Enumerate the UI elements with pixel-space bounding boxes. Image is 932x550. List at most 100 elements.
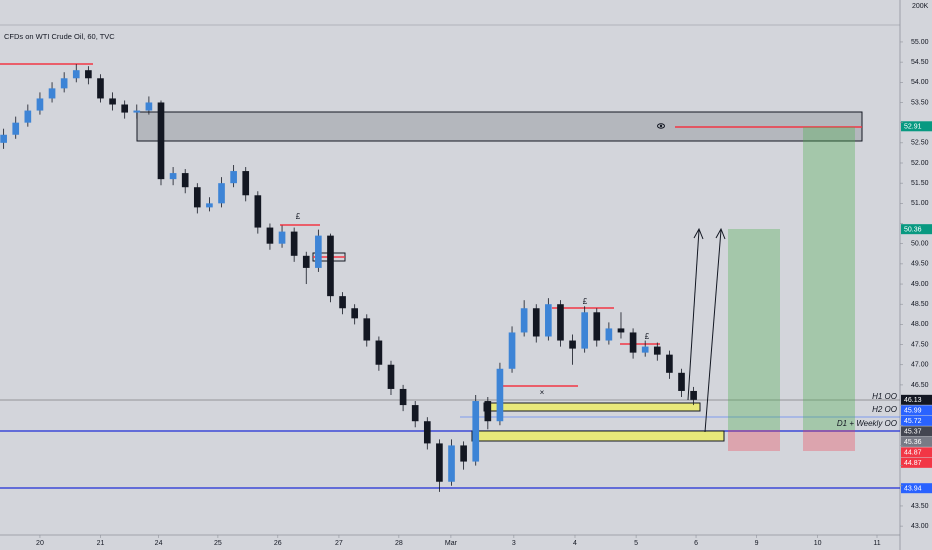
candle-body bbox=[690, 390, 697, 400]
candle-body bbox=[387, 364, 395, 389]
y-tick-label: 47.50 bbox=[911, 341, 929, 348]
candle-body bbox=[545, 304, 552, 337]
candle-body bbox=[605, 328, 613, 341]
price-label: 50.36 bbox=[904, 227, 922, 234]
y-tick-label: 52.00 bbox=[911, 160, 929, 167]
y-tick-label: 49.00 bbox=[911, 281, 929, 288]
candle-body bbox=[24, 110, 32, 123]
level-label: H2 OO bbox=[872, 405, 897, 414]
candle-body bbox=[399, 388, 407, 406]
stop-zone bbox=[803, 430, 855, 451]
yellow-zone bbox=[471, 430, 725, 442]
price-label-bg bbox=[901, 436, 932, 447]
candle-body bbox=[423, 421, 431, 444]
x-tick-label: 25 bbox=[214, 540, 222, 547]
candle-body bbox=[448, 445, 455, 482]
note: × bbox=[540, 388, 545, 397]
candle-body bbox=[193, 187, 201, 208]
yellow-zone bbox=[483, 402, 701, 412]
candle-body bbox=[436, 443, 443, 482]
candle-body bbox=[121, 104, 129, 113]
y-tick-label: 55.00 bbox=[911, 39, 929, 46]
candle-body bbox=[484, 401, 492, 422]
candle-body bbox=[133, 110, 141, 113]
x-tick-label: 9 bbox=[755, 540, 759, 547]
candle-body bbox=[254, 195, 262, 228]
candle-body bbox=[302, 255, 310, 268]
price-label: 45.36 bbox=[904, 439, 922, 446]
y-tick-label: 46.50 bbox=[911, 382, 929, 389]
candle-body bbox=[266, 227, 274, 244]
note: £ bbox=[296, 212, 301, 221]
y-tick-label: 53.50 bbox=[911, 99, 929, 106]
price-label-bg bbox=[901, 457, 932, 468]
candle-body bbox=[48, 88, 56, 99]
note: £ bbox=[583, 297, 588, 306]
x-tick-label: 24 bbox=[155, 540, 163, 547]
candle-body bbox=[157, 102, 165, 180]
x-tick-label: 26 bbox=[274, 540, 282, 547]
y-tick-label: 48.50 bbox=[911, 301, 929, 308]
target-zone bbox=[803, 127, 855, 430]
x-tick-label: 28 bbox=[395, 540, 403, 547]
candle-body bbox=[12, 122, 20, 135]
candle-body bbox=[472, 401, 480, 462]
candle-body bbox=[242, 171, 250, 196]
candle-body bbox=[532, 308, 540, 337]
y-tick-label: 54.00 bbox=[911, 79, 929, 86]
x-tick-label: 5 bbox=[634, 540, 638, 547]
x-tick-label: 21 bbox=[97, 540, 105, 547]
candle-body bbox=[0, 134, 7, 143]
y-tick-label: 43.00 bbox=[911, 523, 929, 530]
target-zone bbox=[728, 229, 780, 430]
candle-body bbox=[218, 183, 225, 204]
y-tick-label: 50.00 bbox=[911, 241, 929, 248]
price-label-bg bbox=[901, 121, 932, 132]
candle-body bbox=[315, 235, 322, 268]
candle-body bbox=[351, 308, 359, 319]
x-tick-label: 27 bbox=[335, 540, 343, 547]
y-tick-label: 48.00 bbox=[911, 321, 929, 328]
y-tick-label: 52.50 bbox=[911, 140, 929, 147]
candle-body bbox=[109, 98, 116, 105]
candle-body bbox=[97, 78, 104, 99]
y-tick-label: 47.00 bbox=[911, 362, 929, 369]
chart-title: CFDs on WTI Crude Oil, 60, TVC bbox=[4, 32, 115, 41]
candle-body bbox=[85, 70, 92, 79]
y-tick-label: 43.50 bbox=[911, 503, 929, 510]
level-label: D1 + Weekly OO bbox=[837, 419, 897, 428]
x-tick-label: 4 bbox=[573, 540, 577, 547]
candle-body bbox=[496, 368, 504, 422]
price-label-bg bbox=[901, 426, 932, 437]
price-label-bg bbox=[901, 415, 932, 426]
price-label: 44.87 bbox=[904, 450, 922, 457]
candle-body bbox=[411, 405, 419, 422]
candle-body bbox=[569, 340, 576, 349]
x-tick-label: 20 bbox=[36, 540, 44, 547]
drawings: £ £ £ × H1 OO H2 OO D1 + Weekly OO bbox=[0, 63, 900, 489]
note: £ bbox=[645, 332, 650, 341]
x-tick-label: 6 bbox=[694, 540, 698, 547]
candle-body bbox=[508, 332, 516, 369]
x-tick-label: 11 bbox=[873, 540, 880, 547]
candle-body bbox=[290, 231, 298, 256]
candle-body bbox=[72, 70, 80, 79]
price-label: 45.72 bbox=[904, 418, 922, 425]
candle-body bbox=[666, 354, 673, 373]
price-label-bg bbox=[901, 483, 932, 494]
candle-body bbox=[520, 308, 528, 333]
candle-body bbox=[339, 296, 346, 309]
price-label: 43.94 bbox=[904, 486, 922, 493]
candle-body bbox=[581, 312, 588, 349]
price-label-bg bbox=[901, 394, 932, 405]
eye-icon bbox=[657, 123, 665, 129]
candles bbox=[0, 64, 697, 492]
candle-body bbox=[363, 318, 371, 341]
price-label: 52.91 bbox=[904, 124, 922, 131]
y-tick-label: 54.50 bbox=[911, 59, 929, 66]
price-label: 44.87 bbox=[904, 460, 922, 467]
candle-body bbox=[169, 173, 177, 180]
